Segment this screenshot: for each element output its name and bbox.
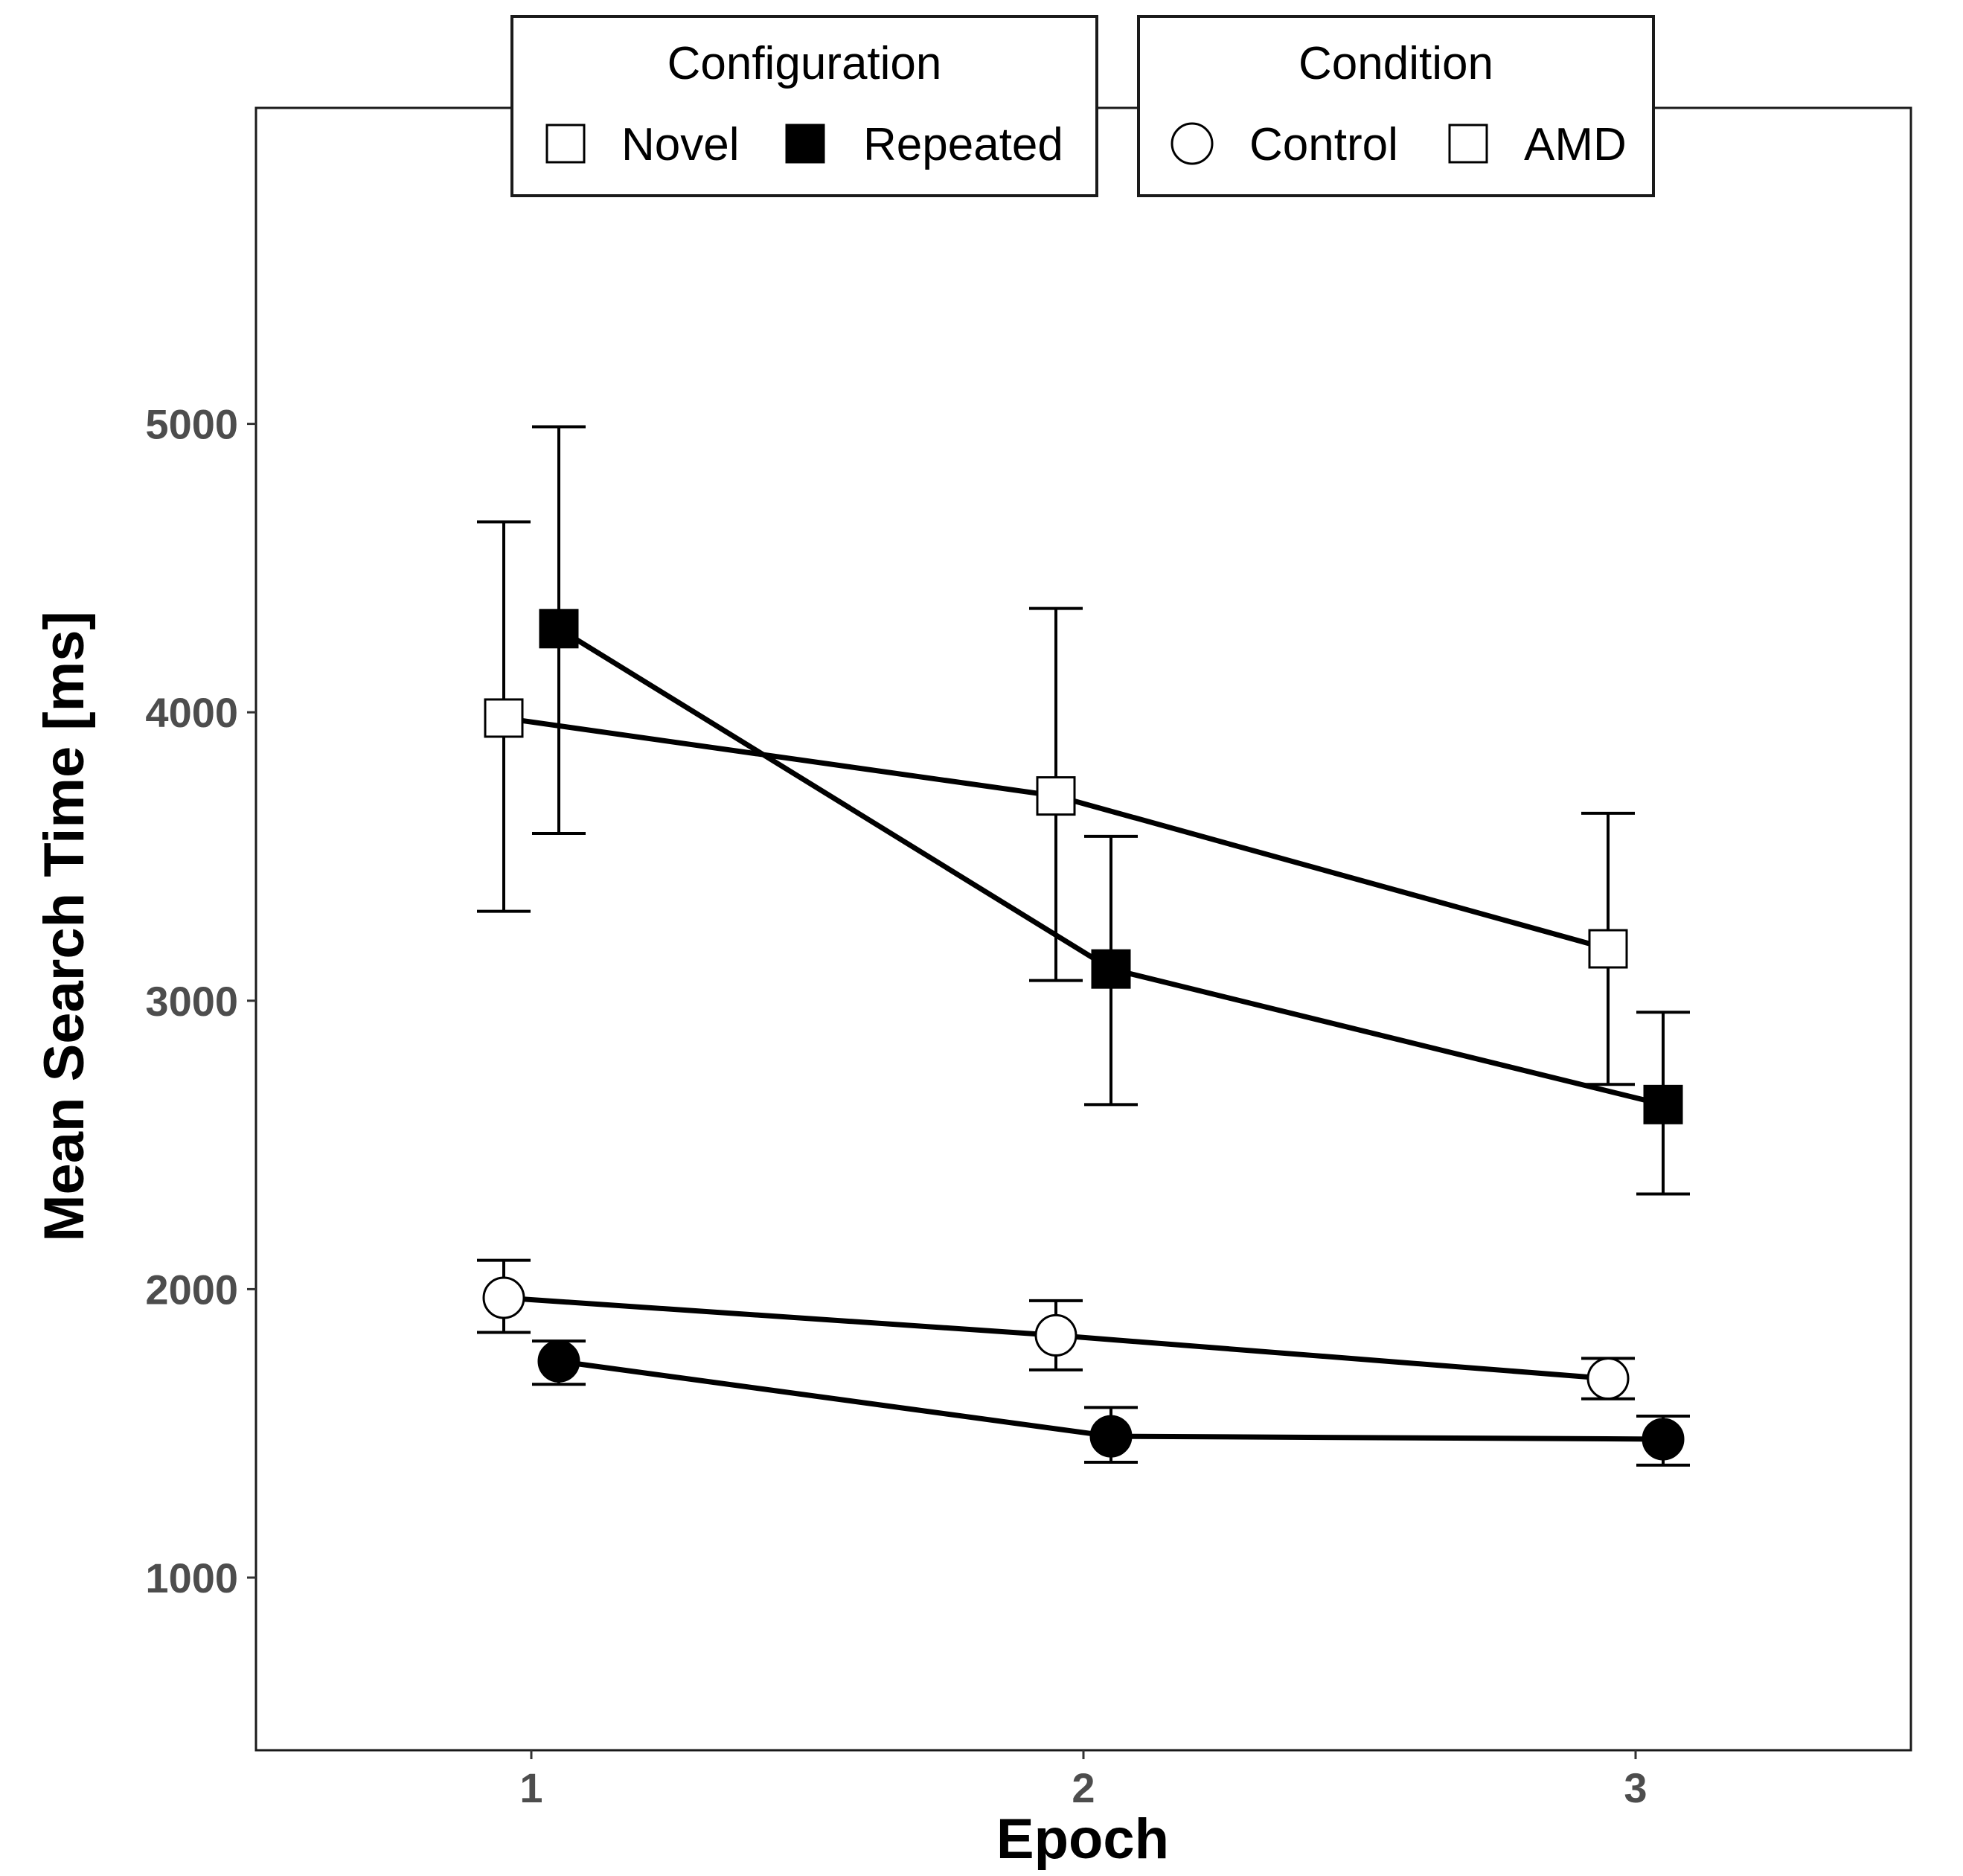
legend-box (510, 15, 1098, 197)
data-point (1643, 1084, 1683, 1124)
x-tick-label: 1 (519, 1764, 542, 1811)
data-point (1586, 1357, 1630, 1400)
x-tick-label: 2 (1072, 1764, 1095, 1811)
legend-key (1171, 122, 1214, 165)
axis-ticks: 1000 2000 3000 4000 5000 1 2 3 (145, 401, 1647, 1811)
legends: Configuration Novel Repeated Condition Contr… (510, 15, 1655, 197)
data-point (1036, 776, 1076, 816)
legend-key (1448, 124, 1488, 164)
legend-label: AMD (1524, 119, 1627, 170)
legend-box (1137, 15, 1655, 197)
data-point (1089, 1415, 1133, 1458)
data-point (1642, 1418, 1685, 1461)
y-tick-label: 2000 (145, 1266, 238, 1313)
data-point (1034, 1313, 1077, 1357)
y-tick-label: 4000 (145, 689, 238, 736)
y-tick-label: 3000 (145, 978, 238, 1025)
data-point (537, 1339, 580, 1383)
data-point (484, 698, 524, 738)
legend-label: Novel (621, 119, 740, 170)
legend-key (785, 124, 825, 164)
legend-key (545, 124, 586, 164)
legend-label: Control (1249, 119, 1398, 170)
x-tick-label: 3 (1624, 1764, 1647, 1811)
y-axis-title: Mean Search Time [ms] (33, 611, 96, 1242)
data-point (482, 1276, 525, 1319)
data-point (539, 609, 579, 649)
legend-label: Repeated (863, 119, 1063, 170)
data-point (1588, 929, 1628, 969)
y-tick-label: 1000 (145, 1555, 238, 1601)
x-axis-title: Epoch (996, 1808, 1169, 1871)
y-tick-label: 5000 (145, 401, 238, 448)
legend-title: Condition (1298, 38, 1493, 89)
data-points (482, 609, 1685, 1461)
legend-title: Configuration (667, 38, 942, 89)
data-point (1091, 949, 1131, 989)
